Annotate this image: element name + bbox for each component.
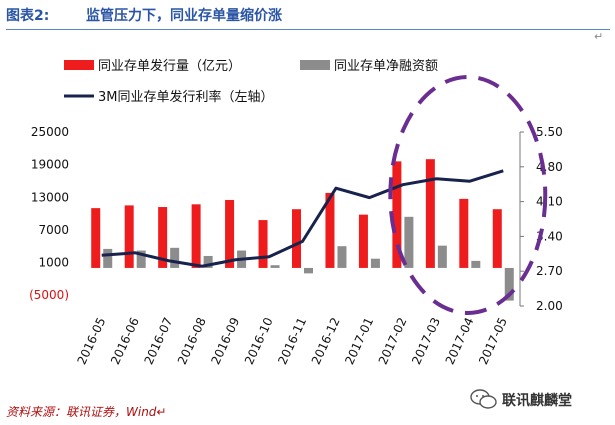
right-axis-tick-label: 4.10 [536,195,563,209]
return-mark: ↵ [594,30,604,43]
right-axis-tick-label: 2.70 [536,264,563,278]
x-axis-tick-label: 2016-09 [208,315,242,366]
right-axis-tick-label: 4.80 [536,160,563,174]
x-axis-tick-label: 2016-07 [141,315,175,366]
bar-issuance-volume [292,209,301,268]
bar-net-financing [337,246,347,268]
bar-issuance-volume [191,204,201,268]
left-axis-tick-label: 25000 [31,125,69,139]
bar-issuance-volume [392,161,402,268]
wechat-icon [470,389,497,409]
line-3m-rate [101,169,504,268]
bar-issuance-volume [158,207,168,268]
x-axis-tick-label: 2016-11 [275,315,309,366]
bar-net-financing [404,216,414,268]
figure-header: 图表2: 监管压力下，同业存单量缩价涨 [6,2,610,30]
bar-net-financing [370,258,380,268]
bar-issuance-volume [459,198,469,268]
x-axis-tick-label: 2016-08 [175,315,209,366]
bar-net-financing [270,265,280,268]
x-axis-tick-label: 2016-12 [309,315,343,366]
legend-label-net-financing: 同业存单净融资额 [334,59,438,74]
left-axis-tick-label: 19000 [31,158,69,172]
header-divider [6,29,610,30]
figure-label: 图表2: [6,8,50,24]
bar-issuance-volume [258,220,268,268]
bar-net-financing [304,267,313,274]
bar-net-financing [203,255,213,268]
chart: 同业存单发行量（亿元） 同业存单净融资额 3M同业存单发行利率（左轴） 25000 19… [29,58,563,367]
x-axis-tick-label: 2017-04 [443,315,477,366]
x-axis-tick-label: 2017-03 [409,315,443,366]
bar-issuance-volume [91,208,101,268]
bar-issuance-volume [425,159,435,268]
x-axis-tick-label: 2017-05 [476,315,510,366]
legend-label-rate: 3M同业存单发行利率（左轴） [98,89,274,105]
bar-issuance-volume [358,214,368,268]
bar-issuance-volume [225,199,235,268]
bar-net-financing [136,250,146,268]
x-axis-tick-label: 2017-01 [342,315,376,366]
bar-issuance-volume [492,209,502,268]
right-axis-tick-label: 2.00 [536,299,563,313]
source-note: 资料来源：联讯证券，Wind↵ [6,405,167,419]
bar-net-financing [504,267,514,301]
right-axis-tick-label: 5.50 [536,125,563,139]
x-axis-tick-label: 2016-10 [242,315,276,366]
bar-net-financing [103,248,113,268]
watermark-text: 联讯麒麟堂 [502,393,572,409]
legend-label-volume: 同业存单发行量（亿元） [98,58,241,74]
left-axis-tick-label: 7000 [38,223,69,237]
legend-swatch-volume [64,60,94,70]
annotation-ellipse [388,75,548,315]
figure-title: 监管压力下，同业存单量缩价涨 [86,8,282,24]
x-axis-tick-label: 2016-06 [108,315,142,366]
bar-net-financing [471,260,481,268]
bar-net-financing [170,247,180,268]
left-axis-tick-label: 1000 [38,256,69,270]
bar-issuance-volume [124,205,134,268]
left-axis-tick-label: 13000 [31,190,69,204]
x-axis-tick-label: 2016-05 [75,315,109,366]
bar-issuance-volume [325,192,335,268]
bar-net-financing [437,245,447,268]
legend-swatch-net-financing [300,60,330,70]
left-axis-tick-label: (5000) [29,288,69,302]
x-axis-tick-label: 2017-02 [376,315,410,366]
